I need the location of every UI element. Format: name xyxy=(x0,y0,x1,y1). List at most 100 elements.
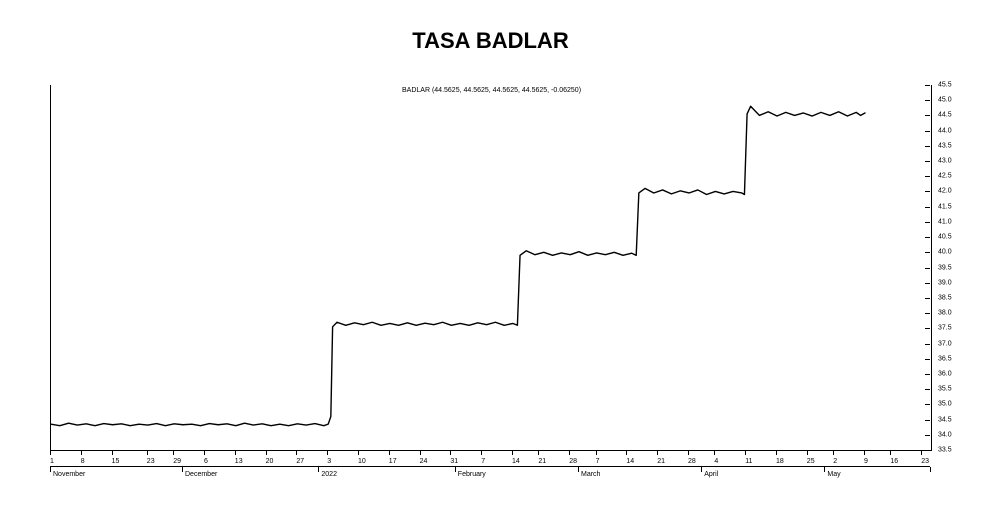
y-tick xyxy=(925,268,930,269)
x-day-tick xyxy=(714,450,715,455)
line-chart-svg xyxy=(51,85,931,450)
x-month-sep xyxy=(701,467,702,472)
y-tick xyxy=(925,222,930,223)
x-day-tick xyxy=(420,450,421,455)
x-day-tick xyxy=(688,450,689,455)
x-day-label: 3 xyxy=(327,458,331,465)
x-month-label: November xyxy=(53,471,85,478)
x-day-label: 23 xyxy=(921,458,929,465)
x-day-tick xyxy=(657,450,658,455)
y-tick-label: 42.0 xyxy=(938,188,952,195)
plot-area xyxy=(50,85,932,451)
x-day-label: 25 xyxy=(807,458,815,465)
x-day-tick xyxy=(890,450,891,455)
y-tick-label: 37.5 xyxy=(938,325,952,332)
y-tick xyxy=(925,328,930,329)
y-tick-label: 34.5 xyxy=(938,416,952,423)
y-tick xyxy=(925,115,930,116)
x-day-label: 27 xyxy=(296,458,304,465)
x-month-label: February xyxy=(458,471,486,478)
y-tick xyxy=(925,404,930,405)
y-tick xyxy=(925,252,930,253)
y-tick xyxy=(925,420,930,421)
y-tick xyxy=(925,359,930,360)
x-day-label: 31 xyxy=(450,458,458,465)
y-tick-label: 43.5 xyxy=(938,142,952,149)
x-day-label: 16 xyxy=(890,458,898,465)
x-day-label: 14 xyxy=(512,458,520,465)
x-month-sep xyxy=(455,467,456,472)
x-day-label: 9 xyxy=(864,458,868,465)
y-tick-label: 41.0 xyxy=(938,218,952,225)
y-tick xyxy=(925,389,930,390)
x-day-tick xyxy=(173,450,174,455)
x-day-label: 15 xyxy=(112,458,120,465)
x-month-sep xyxy=(578,467,579,472)
y-tick xyxy=(925,85,930,86)
x-day-tick xyxy=(512,450,513,455)
x-day-tick xyxy=(864,450,865,455)
y-tick-label: 36.5 xyxy=(938,355,952,362)
x-day-label: 23 xyxy=(147,458,155,465)
x-month-label: May xyxy=(827,471,840,478)
y-tick-label: 36.0 xyxy=(938,370,952,377)
y-axis: 45.545.044.544.043.543.042.542.041.541.0… xyxy=(930,85,970,450)
x-day-tick xyxy=(235,450,236,455)
x-day-tick xyxy=(833,450,834,455)
y-tick xyxy=(925,207,930,208)
y-tick-label: 33.5 xyxy=(938,447,952,454)
y-tick xyxy=(925,146,930,147)
x-day-tick xyxy=(389,450,390,455)
y-tick-label: 40.0 xyxy=(938,249,952,256)
x-month-sep xyxy=(50,467,51,472)
x-month-sep xyxy=(930,467,931,472)
x-day-tick xyxy=(81,450,82,455)
x-day-tick xyxy=(745,450,746,455)
x-day-label: 14 xyxy=(626,458,634,465)
y-tick-label: 42.5 xyxy=(938,173,952,180)
x-day-tick xyxy=(538,450,539,455)
x-day-label: 20 xyxy=(266,458,274,465)
y-tick-label: 35.5 xyxy=(938,386,952,393)
x-day-tick xyxy=(626,450,627,455)
x-month-label: December xyxy=(185,471,217,478)
y-tick xyxy=(925,313,930,314)
y-tick-label: 43.0 xyxy=(938,158,952,165)
x-day-tick xyxy=(266,450,267,455)
x-month-sep xyxy=(824,467,825,472)
x-day-tick xyxy=(204,450,205,455)
x-day-tick xyxy=(450,450,451,455)
x-day-tick xyxy=(296,450,297,455)
chart-title: TASA BADLAR xyxy=(0,28,981,54)
y-tick xyxy=(925,374,930,375)
x-day-tick xyxy=(327,450,328,455)
y-tick-label: 44.5 xyxy=(938,112,952,119)
x-day-tick xyxy=(481,450,482,455)
x-month-sep xyxy=(182,467,183,472)
y-tick-label: 41.5 xyxy=(938,203,952,210)
x-day-label: 29 xyxy=(173,458,181,465)
y-tick-label: 40.5 xyxy=(938,234,952,241)
x-day-tick xyxy=(147,450,148,455)
x-day-label: 28 xyxy=(688,458,696,465)
y-tick-label: 38.5 xyxy=(938,294,952,301)
x-day-label: 8 xyxy=(81,458,85,465)
y-tick xyxy=(925,298,930,299)
x-day-label: 7 xyxy=(481,458,485,465)
y-tick xyxy=(925,191,930,192)
y-tick-label: 34.0 xyxy=(938,431,952,438)
x-day-label: 24 xyxy=(420,458,428,465)
x-axis-days: 1815232961320273101724317142128714212841… xyxy=(50,450,930,466)
y-tick xyxy=(925,131,930,132)
x-day-tick xyxy=(807,450,808,455)
x-day-tick xyxy=(50,450,51,455)
x-day-tick xyxy=(358,450,359,455)
x-day-label: 6 xyxy=(204,458,208,465)
x-day-label: 11 xyxy=(745,458,752,465)
y-tick-label: 44.0 xyxy=(938,127,952,134)
y-tick xyxy=(925,161,930,162)
y-tick-label: 45.0 xyxy=(938,97,952,104)
x-axis-months: NovemberDecember2022FebruaryMarchAprilMa… xyxy=(50,466,930,481)
y-tick xyxy=(925,344,930,345)
x-day-label: 18 xyxy=(776,458,784,465)
